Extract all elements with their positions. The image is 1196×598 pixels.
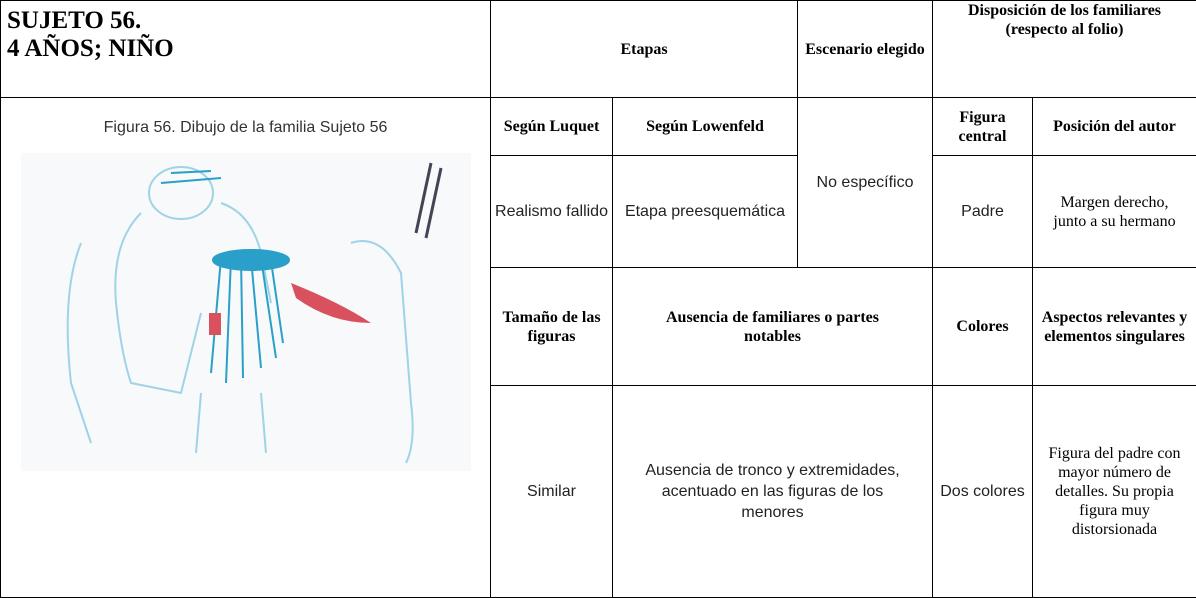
data-cell: No específico [798, 98, 933, 268]
data-cell: Ausencia de tronco y extremidades, acent… [613, 386, 933, 598]
subheader-cell: Colores [933, 268, 1033, 386]
data-cell: Margen derecho, junto a su hermano [1033, 156, 1196, 268]
title-cell: SUJETO 56.4 AÑOS; NIÑO [1, 1, 491, 98]
data-cell: Realismo fallido [491, 156, 613, 268]
data-cell: Padre [933, 156, 1033, 268]
subheader-cell: Según Luquet [491, 98, 613, 156]
title-line: 4 AÑOS; NIÑO [7, 35, 484, 63]
subheader-cell: Ausencia de familiares o partes notables [613, 268, 933, 386]
title-line: SUJETO 56. [7, 7, 484, 35]
subheader-cell: Tamaño de las figuras [491, 268, 613, 386]
drawing-red-shape [209, 313, 221, 335]
header-cell: Disposición de los familiares (respecto … [933, 1, 1196, 98]
header-cell: Escenario elegido [798, 1, 933, 98]
family-drawing [21, 153, 471, 471]
subheader-cell: Según Lowenfeld [613, 98, 798, 156]
data-cell: Similar [491, 386, 613, 598]
subheader-cell: Posición del autor [1033, 98, 1196, 156]
figure-caption: Figura 56. Dibujo de la familia Sujeto 5… [1, 118, 490, 137]
data-cell: Dos colores [933, 386, 1033, 598]
header-cell: Etapas [491, 1, 798, 98]
subheader-cell: Aspectos relevantes y elementos singular… [1033, 268, 1196, 386]
data-cell: Figura del padre con mayor número de det… [1033, 386, 1196, 598]
figure-cell: Figura 56. Dibujo de la familia Sujeto 5… [1, 98, 491, 598]
subheader-cell: Figura central [933, 98, 1033, 156]
data-cell: Etapa preesquemática [613, 156, 798, 268]
